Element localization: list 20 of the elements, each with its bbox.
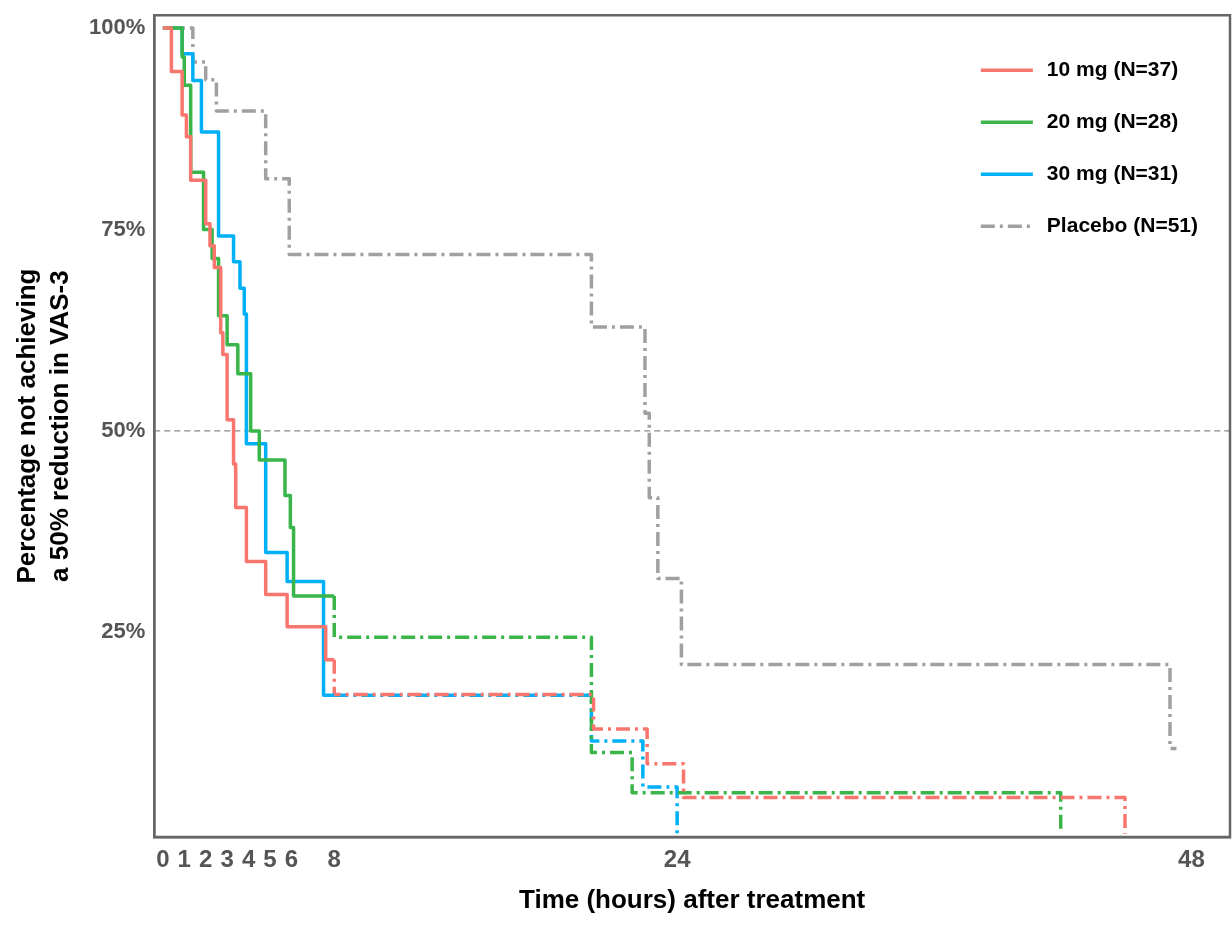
x-tick-label: 6 [284,845,299,873]
x-tick-label: 3 [220,845,234,873]
legend-label: 10 mg (N=37) [1046,57,1179,80]
x-axis-title: Time (hours) after treatment [519,883,866,914]
x-tick-label: 2 [199,845,213,873]
x-tick-label: 8 [327,845,341,873]
y-tick-label: 75% [101,215,146,241]
x-tick-label: 1 [177,845,191,873]
x-tick-label: 24 [663,845,692,873]
x-tick-label: 48 [1178,845,1205,873]
x-tick-label: 5 [263,845,277,873]
legend-label: 30 mg (N=31) [1046,161,1179,184]
y-axis-title: Percentage not achieving a 50% reduction in VAS-3 [11,268,74,584]
legend-label: Placebo (N=51) [1046,213,1199,236]
y-tick-label: 50% [101,417,146,442]
x-tick-label: 4 [241,845,256,873]
legend-label: 20 mg (N=28) [1046,109,1179,132]
y-tick-label: 25% [101,618,146,644]
y-tick-label: 100% [88,14,146,40]
x-tick-label: 0 [156,845,170,873]
